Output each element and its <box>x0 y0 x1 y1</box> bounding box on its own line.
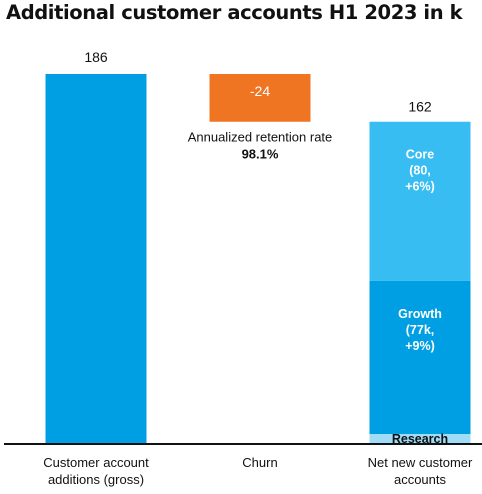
x-tick-label-1-0: Churn <box>242 455 277 470</box>
segment-label-growth-0: Growth <box>398 307 442 321</box>
bars-layer <box>45 74 471 444</box>
retention-rate-value: 98.1% <box>242 147 279 162</box>
bar-gross-additions <box>45 74 147 444</box>
chart-title: Additional customer accounts H1 2023 in … <box>6 1 463 24</box>
segment-label-growth-2: +9%) <box>405 339 435 353</box>
x-tick-label-0-1: additions (gross) <box>48 472 144 487</box>
x-tick-label-0-0: Customer account <box>43 455 149 470</box>
segment-label-core-2: +6%) <box>405 180 435 194</box>
segment-label-growth-1: (77k, <box>406 323 435 337</box>
segment-label-research-0: Research <box>392 432 448 446</box>
x-tick-label-2-1: accounts <box>394 472 447 487</box>
segment-label-core-1: (80, <box>409 164 431 178</box>
bar-segment-growth <box>369 280 471 435</box>
x-tick-label-2-0: Net new customer <box>368 455 473 470</box>
bar-segment-research <box>369 434 471 444</box>
labels-layer: 186 -24 Annualized retention rate 98.1% Core… <box>43 49 473 487</box>
bar-churn <box>209 74 311 122</box>
retention-rate-label: Annualized retention rate <box>188 130 333 145</box>
value-label-net: 162 <box>408 99 432 115</box>
bar-segment-core <box>369 121 471 281</box>
segment-label-core-0: Core <box>406 148 435 162</box>
value-label-gross: 186 <box>84 49 108 65</box>
value-label-churn: -24 <box>250 83 270 99</box>
